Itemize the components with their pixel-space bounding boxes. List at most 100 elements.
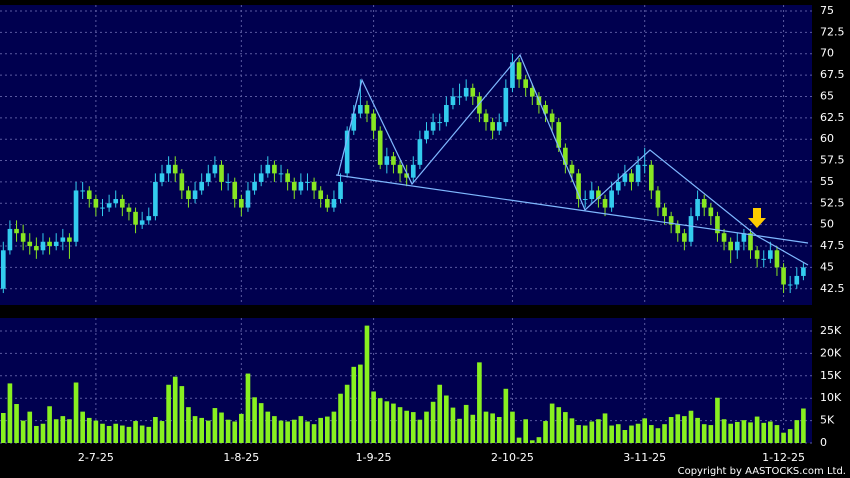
candle-body <box>106 203 112 208</box>
volume-bar <box>589 421 595 443</box>
y-tick-label: 65 <box>820 89 834 102</box>
volume-bar <box>801 408 806 443</box>
y-tick-label: 75 <box>820 4 834 17</box>
volume-bar <box>510 411 515 443</box>
candle-body <box>596 190 601 200</box>
candle-body <box>351 113 357 131</box>
candle-body <box>781 267 786 285</box>
candle-body <box>523 79 528 88</box>
volume-bar <box>113 423 119 443</box>
candle-body <box>801 267 806 276</box>
candle-body <box>139 220 145 225</box>
volume-bar <box>483 411 489 443</box>
candle-body <box>477 96 482 114</box>
candle-body <box>609 190 614 208</box>
volume-bar <box>424 411 429 443</box>
candle-body <box>391 156 396 165</box>
y-tick-label: 70 <box>820 47 834 60</box>
volume-bar <box>754 416 760 443</box>
y-tick-label: 47.5 <box>820 239 845 252</box>
y-tick-label: 42.5 <box>820 282 845 295</box>
candle-body <box>563 147 568 165</box>
volume-bar <box>569 418 575 443</box>
candle-body <box>397 164 403 174</box>
volume-bar <box>668 417 674 443</box>
volume-bar <box>34 425 39 443</box>
y-tick-label: 60 <box>820 132 834 145</box>
y2-tick-label: 5K <box>820 414 835 427</box>
candle-body <box>470 87 476 97</box>
candle-body <box>543 105 548 114</box>
y2-tick-label: 10K <box>820 391 842 404</box>
y2-tick-label: 0 <box>820 436 827 449</box>
volume-bar <box>338 393 343 443</box>
candle-body <box>450 96 456 105</box>
volume-bar <box>774 425 780 443</box>
candle-body <box>153 181 158 217</box>
volume-bar <box>324 416 330 443</box>
candle-body <box>629 173 634 182</box>
candle-body <box>655 190 661 208</box>
volume-bar <box>622 430 628 443</box>
x-tick-label: 2-7-25 <box>78 451 114 464</box>
volume-bar <box>40 423 46 443</box>
volume-bar <box>444 395 449 443</box>
candle-body <box>219 164 224 182</box>
candle-body <box>549 113 555 123</box>
x-tick-label: 1-8-25 <box>223 451 259 464</box>
candle-body <box>569 164 575 174</box>
volume-bar <box>450 407 456 443</box>
volume-bar <box>490 413 495 443</box>
volume-bar <box>252 397 257 443</box>
volume-bar <box>761 422 767 443</box>
candle-body <box>688 216 694 242</box>
candle-body <box>120 199 125 208</box>
volume-bar <box>477 362 482 443</box>
candle-body <box>40 241 46 251</box>
candle-body <box>7 228 13 251</box>
volume-bar <box>133 421 138 443</box>
x-tick-label: 1-9-25 <box>356 451 392 464</box>
volume-bar <box>291 419 297 443</box>
volume-bar <box>781 432 786 443</box>
volume-bar <box>536 437 542 443</box>
volume-bar <box>682 416 687 443</box>
volume-bar <box>470 414 476 443</box>
volume-bar <box>219 412 224 443</box>
volume-bar <box>635 423 641 443</box>
volume-bar <box>529 440 535 443</box>
volume-bar <box>80 411 85 443</box>
candle-body <box>34 246 39 251</box>
volume-bar <box>258 403 264 443</box>
candle-body <box>305 181 310 183</box>
volume-bar <box>794 420 800 443</box>
volume-bar <box>93 420 99 443</box>
candle-body <box>179 173 185 191</box>
candle-body <box>728 241 733 251</box>
volume-bar <box>371 391 376 443</box>
candle-body <box>754 250 760 259</box>
candle-body <box>212 164 218 174</box>
candle-body <box>318 190 324 200</box>
volume-bar <box>225 419 231 443</box>
candle-body <box>364 105 370 114</box>
candle-body <box>675 224 681 234</box>
candle-body <box>410 164 416 178</box>
candle-body <box>133 211 138 225</box>
candle-body <box>14 228 19 234</box>
candle-body <box>205 173 211 182</box>
volume-bar <box>556 407 562 443</box>
candle-body <box>649 164 654 191</box>
volume-bar <box>410 412 416 443</box>
volume-bar <box>430 401 436 443</box>
candle-body <box>503 87 509 123</box>
candle-body <box>291 181 297 191</box>
candle-body <box>265 164 271 174</box>
volume-bar <box>496 417 502 443</box>
volume-bar <box>86 417 92 443</box>
volume-bar <box>417 419 423 443</box>
candle-body <box>159 173 165 182</box>
volume-bar <box>351 366 357 443</box>
candle-body <box>225 181 231 183</box>
candle-body <box>67 237 72 242</box>
